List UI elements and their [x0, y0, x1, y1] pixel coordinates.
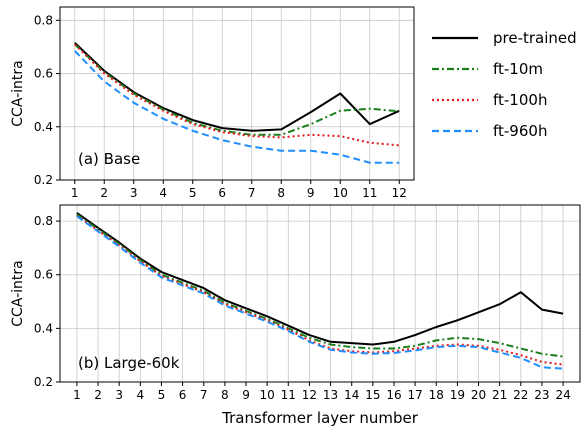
panel-a-xtick-label: 1 [71, 186, 79, 200]
panel-a-series-ft-960h [74, 50, 400, 164]
legend-label: pre-trained [493, 29, 577, 47]
panel-b-xtick-label: 12 [302, 388, 317, 402]
panel-b-ytick-label: 0.4 [34, 321, 53, 335]
panel-b-series-ft-10m [76, 213, 564, 358]
legend-label: ft-100h [493, 91, 547, 109]
panel-a-ytick-label: 0.2 [34, 173, 53, 187]
panel-a-xtick-label: 6 [218, 186, 226, 200]
panel-a-xtick-label: 11 [362, 186, 377, 200]
panel-a-series-ft-100h [74, 43, 400, 147]
panel-a-ylabel: CCA-intra [10, 60, 26, 126]
panel-b-xtick-label: 2 [94, 388, 102, 402]
panel-a-xtick-label: 8 [277, 186, 285, 200]
panel-a-xtick-label: 3 [130, 186, 138, 200]
panel-a-chart: 1 2 3 4 5 6 7 8 9 10 11 120.20.40.60.8 CCA-intra (a… [10, 6, 415, 200]
panel-b-series-pre-trained [76, 212, 564, 346]
panel-b-xtick-label: 13 [323, 388, 338, 402]
panel-a-series-pre-trained [74, 42, 400, 132]
panel-a-label: (a) Base [78, 150, 140, 168]
panel-b-xtick-label: 5 [158, 388, 166, 402]
panel-b-xtick-label: 1 [73, 388, 81, 402]
panel-b-xtick-label: 16 [386, 388, 401, 402]
panel-a-xtick-label: 12 [392, 186, 407, 200]
panel-a-xtick-label: 9 [307, 186, 315, 200]
panel-a-xtick-label: 2 [100, 186, 108, 200]
panel-b-xtick-label: 15 [365, 388, 380, 402]
panel-a-series-ft-10m [74, 43, 400, 136]
panel-b-xlabel: Transformer layer number [221, 409, 419, 427]
panel-a-xtick-label: 4 [159, 186, 167, 200]
panel-b-xtick-label: 7 [200, 388, 208, 402]
panel-a-ytick-label: 0.4 [34, 120, 53, 134]
panel-b-xtick-label: 21 [492, 388, 507, 402]
panel-b-series-ft-960h [76, 215, 564, 370]
panel-b-ytick-label: 0.2 [34, 375, 53, 389]
legend-label: ft-10m [493, 60, 543, 78]
legend-label: ft-960h [493, 122, 547, 140]
panel-a-ticks: 1 2 3 4 5 6 7 8 9 10 11 120.20.40.60.8 [34, 13, 407, 200]
panel-a-xtick-label: 7 [248, 186, 256, 200]
panel-b-xtick-label: 3 [115, 388, 123, 402]
panel-b-xtick-label: 20 [471, 388, 486, 402]
panel-b-series [76, 212, 564, 370]
panel-b-ylabel: CCA-intra [10, 260, 26, 326]
panel-b-ytick-label: 0.6 [34, 268, 53, 282]
panel-b-frame [59, 204, 581, 383]
panel-b-xtick-label: 18 [429, 388, 444, 402]
panel-b-xtick-label: 22 [513, 388, 528, 402]
panel-b-xtick-label: 8 [221, 388, 229, 402]
panel-b-xtick-label: 19 [450, 388, 465, 402]
panel-b-xtick-label: 6 [179, 388, 187, 402]
panel-a-ytick-label: 0.6 [34, 67, 53, 81]
panel-b-xtick-label: 4 [137, 388, 145, 402]
panel-b-series-ft-100h [76, 214, 564, 366]
panel-a-frame [59, 6, 415, 181]
panel-a-series [74, 42, 400, 164]
panel-b-xtick-label: 9 [242, 388, 250, 402]
panel-b-xtick-label: 17 [407, 388, 422, 402]
panel-a-xtick-label: 10 [333, 186, 348, 200]
legend: pre-trained ft-10m ft-100h ft-960h [432, 29, 577, 140]
panel-b-ticks: 1 2 3 4 5 6 7 8 9 10 11 12 13 14 15 16 17 18 19 20 21 22 23 240… [34, 214, 571, 402]
panel-b-xtick-label: 14 [344, 388, 359, 402]
panel-a-ytick-label: 0.8 [34, 13, 53, 27]
panel-a-xtick-label: 5 [189, 186, 197, 200]
panel-b-chart: 1 2 3 4 5 6 7 8 9 10 11 12 13 14 15 16 17 18 19 20 21 22 23 240… [10, 204, 581, 427]
panel-b-xtick-label: 11 [281, 388, 296, 402]
panel-b-xtick-label: 23 [534, 388, 549, 402]
panel-b-xtick-label: 10 [260, 388, 275, 402]
panel-b-xtick-label: 24 [555, 388, 570, 402]
panel-b-label: (b) Large-60k [78, 354, 180, 372]
panel-b-ytick-label: 0.8 [34, 214, 53, 228]
